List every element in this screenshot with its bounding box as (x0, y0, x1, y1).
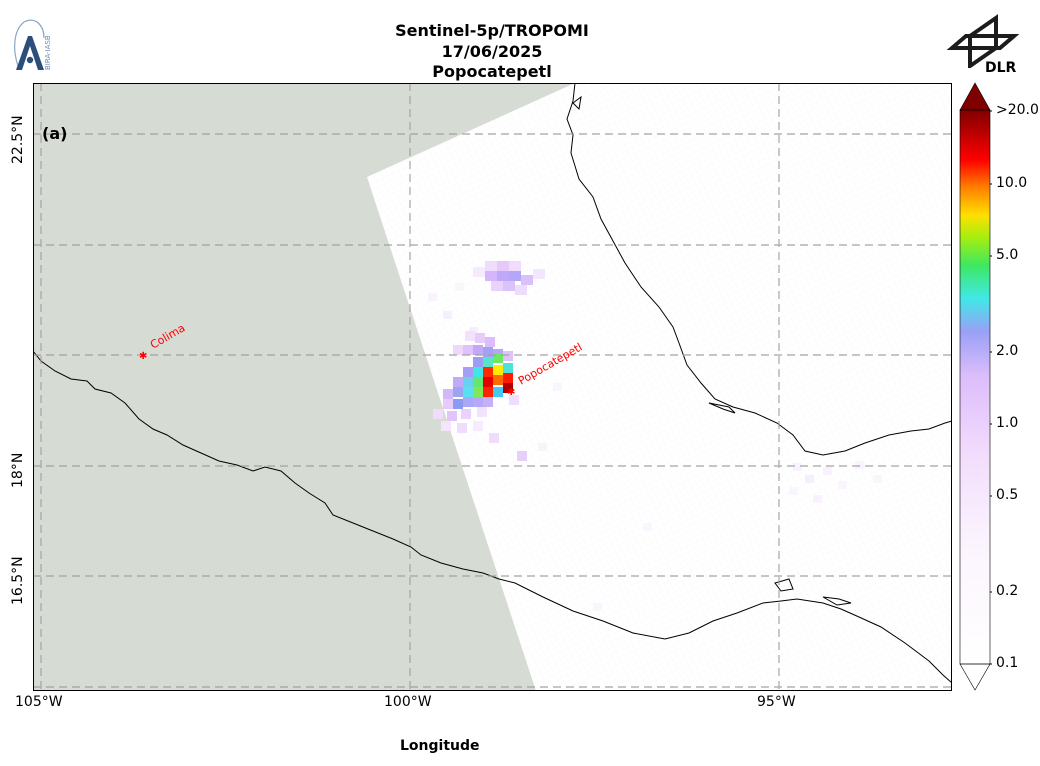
x-tick-label: 100°W (384, 694, 432, 710)
graticule (33, 83, 952, 691)
colorbar-tick-label: >20.0 (996, 102, 1039, 118)
colorbar-tick-label: 0.5 (996, 487, 1019, 503)
title-date: 17/06/2025 (441, 42, 543, 61)
so2-faint-pixels (428, 283, 882, 611)
colorbar (959, 82, 992, 691)
bira-iasb-logo-text: BIRA-IASB (44, 35, 52, 70)
title-volcano: Popocatepetl (432, 62, 552, 81)
dlr-logo (944, 14, 1022, 78)
colorbar-tick-label: 0.1 (996, 655, 1019, 671)
colorbar-tick-label: 5.0 (996, 247, 1019, 263)
bira-iasb-logo: BIRA-IASB (10, 14, 58, 74)
svg-text:✱: ✱ (507, 387, 515, 398)
so2-plume-north (473, 261, 545, 295)
pacific-coastline (33, 350, 952, 684)
y-tick-label: 18°N (10, 452, 26, 488)
x-tick-label: 105°W (15, 694, 63, 710)
so2-map: ✱ Colima ✱ Popocatepetl (33, 83, 952, 691)
so2-plume-main (433, 331, 527, 461)
x-tick-label: 95°W (757, 694, 796, 710)
svg-text:✱: ✱ (139, 351, 147, 362)
colorbar-tick-label: 10.0 (996, 175, 1028, 191)
gulf-coastline (566, 83, 952, 456)
title-instrument: Sentinel-5p/TROPOMI (395, 21, 589, 40)
y-tick-label: 16.5°N (10, 556, 26, 605)
x-axis-label: Longitude (400, 738, 480, 754)
colorbar-tick-label: 0.2 (996, 583, 1019, 599)
panel-label: (a) (42, 124, 68, 143)
dlr-logo-text: DLR (985, 60, 1017, 76)
colorbar-tick-label: 1.0 (996, 415, 1019, 431)
colorbar-tick-label: 2.0 (996, 343, 1019, 359)
y-tick-label: 22.5°N (10, 115, 26, 164)
